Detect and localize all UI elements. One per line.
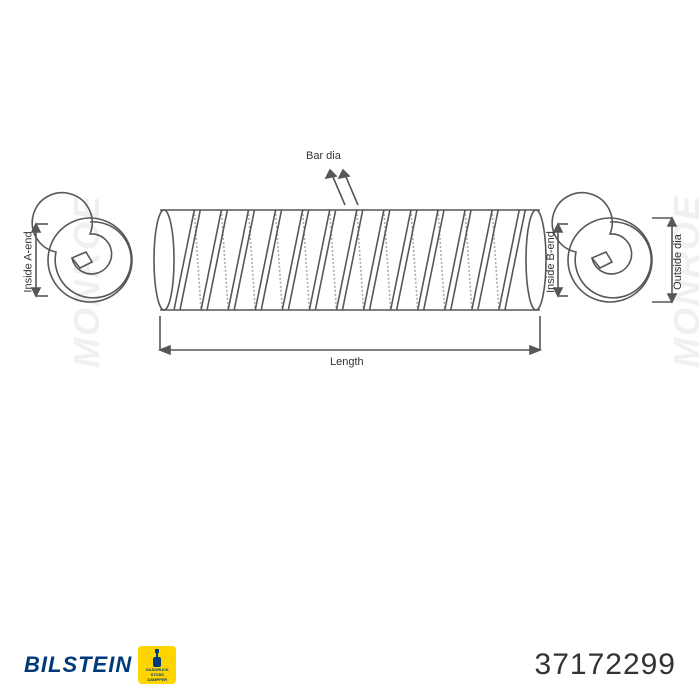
badge-line: GASDRUCK <box>146 668 169 672</box>
left-spiral <box>32 193 132 302</box>
label-inside-a: Inside A-end <box>23 231 35 292</box>
diagram-svg <box>0 0 700 560</box>
footer: BILSTEIN GASDRUCK STOSS DÄMPFER 37172299 <box>0 630 700 700</box>
coil-spring <box>154 170 546 354</box>
diagram-canvas: MONROE MONROE <box>0 0 700 700</box>
damper-icon <box>150 649 164 667</box>
badge-line: DÄMPFER <box>147 678 167 682</box>
brand-logo: BILSTEIN GASDRUCK STOSS DÄMPFER <box>24 646 176 684</box>
badge-line: STOSS <box>150 673 164 677</box>
brand-badge: GASDRUCK STOSS DÄMPFER <box>138 646 176 684</box>
right-spiral <box>552 193 676 302</box>
label-length: Length <box>330 356 364 368</box>
label-inside-b: Inside B-end <box>545 231 557 293</box>
brand-name: BILSTEIN <box>24 652 132 678</box>
label-bar-dia: Bar dia <box>306 150 341 162</box>
label-outside-dia: Outside dia <box>672 234 684 290</box>
part-number: 37172299 <box>535 648 676 682</box>
